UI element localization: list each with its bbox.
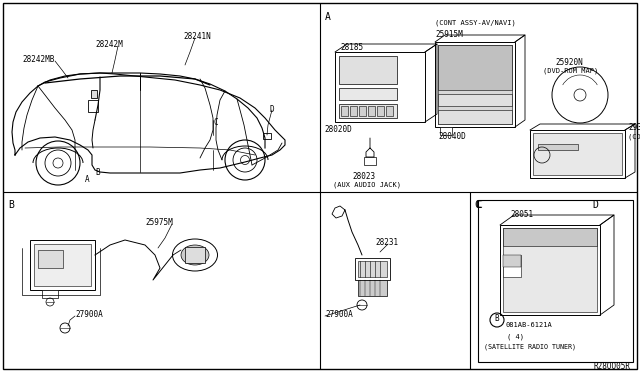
Bar xyxy=(435,42,515,127)
Bar xyxy=(335,52,425,122)
Text: B: B xyxy=(8,200,14,210)
Text: C: C xyxy=(474,200,480,210)
Text: 25975M: 25975M xyxy=(145,218,173,227)
Bar xyxy=(350,106,357,116)
Bar xyxy=(503,228,597,246)
Text: (DVD-ROM MAP): (DVD-ROM MAP) xyxy=(543,68,598,74)
Bar xyxy=(339,88,397,100)
Text: 28241N: 28241N xyxy=(183,32,211,41)
Bar xyxy=(377,106,384,116)
Text: 28051: 28051 xyxy=(510,210,533,219)
Bar xyxy=(30,240,95,290)
Bar xyxy=(339,104,397,118)
Bar xyxy=(263,133,271,139)
Text: D: D xyxy=(592,200,598,210)
Bar xyxy=(503,255,521,267)
Bar xyxy=(359,106,366,116)
Text: 29301M: 29301M xyxy=(628,123,640,132)
Text: R28OO05R: R28OO05R xyxy=(593,362,630,371)
Ellipse shape xyxy=(181,245,209,265)
Bar xyxy=(368,106,375,116)
Text: (AUX AUDIO JACK): (AUX AUDIO JACK) xyxy=(333,181,401,187)
Bar xyxy=(355,258,390,280)
Bar xyxy=(42,290,58,298)
Text: C: C xyxy=(213,118,218,127)
Bar xyxy=(185,247,205,263)
Bar xyxy=(358,261,387,277)
Bar xyxy=(341,106,348,116)
Bar xyxy=(438,110,512,124)
Bar xyxy=(34,244,91,286)
Bar xyxy=(440,127,452,135)
Text: (SATELLITE RADIO TUNER): (SATELLITE RADIO TUNER) xyxy=(484,344,576,350)
Bar xyxy=(339,56,397,84)
Text: C: C xyxy=(475,200,481,210)
Text: 25920N: 25920N xyxy=(555,58,583,67)
Text: 28040D: 28040D xyxy=(438,132,466,141)
Text: (CONT ASSY-AV/NAVI): (CONT ASSY-AV/NAVI) xyxy=(435,20,516,26)
Text: 27900A: 27900A xyxy=(325,310,353,319)
Text: 28020D: 28020D xyxy=(324,125,352,134)
Bar xyxy=(503,255,521,277)
Bar xyxy=(530,130,625,178)
Text: 28231: 28231 xyxy=(375,238,398,247)
Bar xyxy=(538,144,578,150)
Bar xyxy=(438,94,512,106)
Text: 081AB-6121A: 081AB-6121A xyxy=(505,322,552,328)
Text: B: B xyxy=(95,168,100,177)
Text: ( 4): ( 4) xyxy=(507,333,524,340)
Bar xyxy=(438,45,512,90)
Text: 28242M: 28242M xyxy=(95,40,123,49)
Bar xyxy=(438,45,512,124)
Text: C: C xyxy=(475,200,481,210)
Bar xyxy=(364,157,376,165)
Text: 28185: 28185 xyxy=(340,43,363,52)
Text: A: A xyxy=(325,12,331,22)
Bar xyxy=(88,100,98,112)
Text: A: A xyxy=(85,175,90,184)
Bar xyxy=(500,225,600,315)
Text: D: D xyxy=(270,105,275,114)
Bar xyxy=(91,90,97,98)
Bar xyxy=(358,280,387,296)
Text: 28023: 28023 xyxy=(352,172,375,181)
Bar xyxy=(478,200,633,362)
Bar xyxy=(533,133,622,175)
Bar xyxy=(503,228,597,312)
Bar xyxy=(38,250,63,268)
Text: 27900A: 27900A xyxy=(75,310,103,319)
Text: (CD DECK): (CD DECK) xyxy=(628,133,640,140)
Text: 28242MB: 28242MB xyxy=(22,55,54,64)
Text: B: B xyxy=(494,314,499,323)
Bar xyxy=(386,106,393,116)
Text: C: C xyxy=(476,200,482,210)
Text: 25915M: 25915M xyxy=(435,30,463,39)
